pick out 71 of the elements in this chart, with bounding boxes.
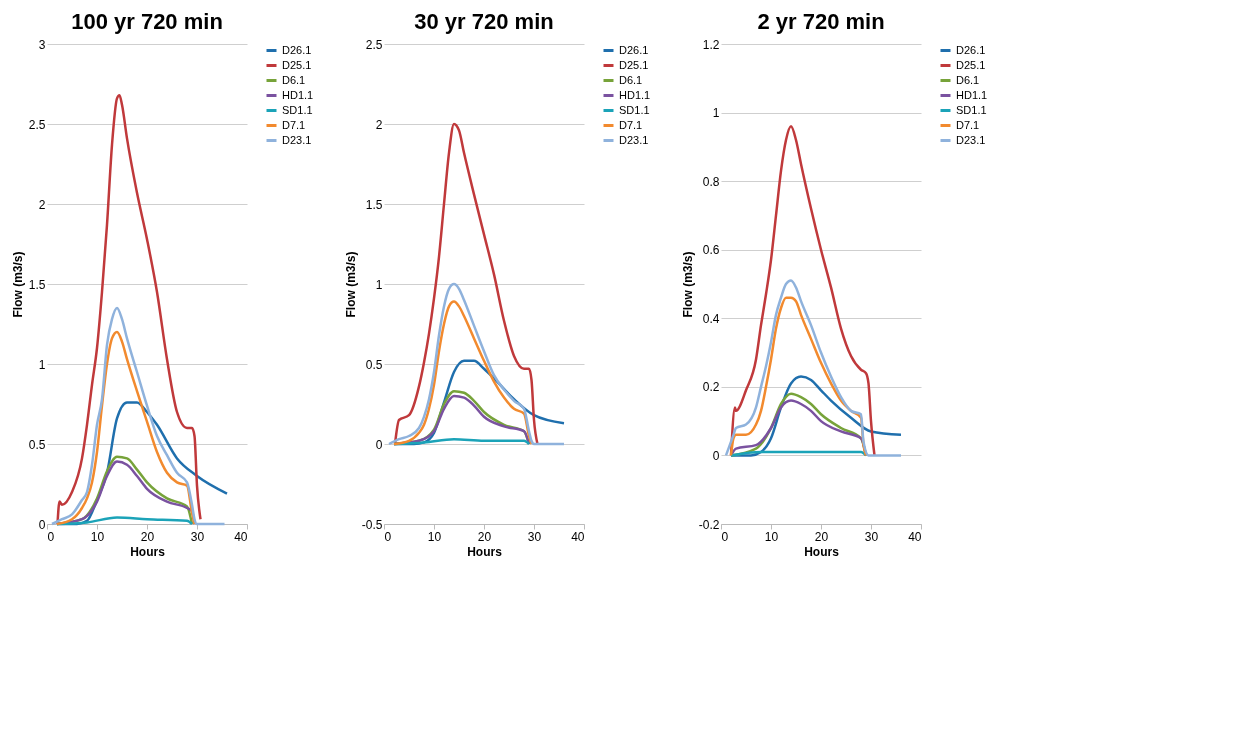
x-tick-label: 10 — [427, 529, 442, 544]
legend-label: D7.1 — [619, 118, 643, 131]
y-tick-label: 0.5 — [28, 437, 46, 452]
x-tick-label: 40 — [234, 529, 248, 544]
y-tick-label: 0.2 — [702, 380, 720, 395]
x-tick-label: 20 — [477, 529, 492, 544]
line-series — [387, 282, 566, 446]
x-tick-label: 10 — [764, 529, 779, 544]
y-axis-title: Flow (m3/s) — [680, 251, 695, 318]
chart-title: 30 yr 720 min — [414, 9, 554, 34]
legend-label: D7.1 — [282, 118, 306, 131]
y-axis-title: Flow (m3/s) — [343, 251, 358, 318]
x-axis-title: Hours — [467, 544, 503, 559]
legend-label: D6.1 — [956, 73, 980, 86]
legend-label: HD1.1 — [619, 88, 651, 101]
x-tick-label: 30 — [190, 529, 205, 544]
y-axis-title: Flow (m3/s) — [10, 251, 25, 318]
y-tick-label: 0 — [375, 437, 383, 452]
legend-label: HD1.1 — [282, 88, 314, 101]
y-tick-label: 2 — [38, 197, 46, 212]
legend-label: D6.1 — [282, 73, 306, 86]
x-tick-label: 40 — [571, 529, 585, 544]
legend-label: SD1.1 — [282, 103, 313, 116]
legend-label: SD1.1 — [956, 103, 987, 116]
x-tick-label: 30 — [527, 529, 542, 544]
y-tick-label: 0.5 — [365, 357, 383, 372]
legend-label: D26.1 — [282, 43, 312, 56]
x-tick-label: 20 — [814, 529, 829, 544]
y-tick-label: 1.5 — [365, 197, 383, 212]
y-tick-label: 2.5 — [365, 37, 383, 52]
y-tick-label: 1 — [38, 357, 46, 372]
legend-label: D23.1 — [282, 133, 312, 146]
chart-title: 100 yr 720 min — [71, 9, 223, 34]
x-tick-label: 10 — [90, 529, 105, 544]
legend-label: D26.1 — [619, 43, 649, 56]
legend-label: D6.1 — [619, 73, 643, 86]
y-tick-label: 3 — [38, 37, 46, 52]
line-series — [729, 125, 876, 457]
legend-label: D26.1 — [956, 43, 986, 56]
line-series — [724, 279, 903, 457]
y-tick-label: -0.2 — [698, 517, 720, 532]
legend-label: SD1.1 — [619, 103, 650, 116]
line-series — [393, 122, 539, 446]
legend-label: D25.1 — [282, 58, 312, 71]
legend-label: D25.1 — [619, 58, 649, 71]
y-tick-label: 1 — [375, 277, 383, 292]
legend-label: HD1.1 — [956, 88, 988, 101]
y-tick-label: 0 — [712, 448, 720, 463]
y-tick-label: 1.2 — [702, 37, 720, 52]
legend-label: D25.1 — [956, 58, 986, 71]
y-tick-label: -0.5 — [361, 517, 383, 532]
x-axis-title: Hours — [130, 544, 166, 559]
y-tick-label: 2 — [375, 117, 383, 132]
y-tick-label: 0.8 — [702, 174, 720, 189]
y-tick-label: 2.5 — [28, 117, 46, 132]
line-series — [56, 93, 202, 526]
y-tick-label: 1.5 — [28, 277, 46, 292]
y-tick-label: 0 — [38, 517, 46, 532]
y-tick-label: 1 — [712, 106, 720, 121]
x-axis-title: Hours — [804, 544, 840, 559]
legend-label: D23.1 — [956, 133, 986, 146]
x-tick-label: 20 — [140, 529, 155, 544]
y-tick-label: 0.6 — [702, 243, 720, 258]
chart-title: 2 yr 720 min — [757, 9, 885, 34]
y-tick-label: 0.4 — [702, 311, 720, 326]
legend-label: D23.1 — [619, 133, 649, 146]
line-series — [392, 300, 533, 446]
x-tick-label: 40 — [908, 529, 922, 544]
legend-label: D7.1 — [956, 118, 980, 131]
x-tick-label: 30 — [864, 529, 879, 544]
line-series — [50, 306, 226, 526]
